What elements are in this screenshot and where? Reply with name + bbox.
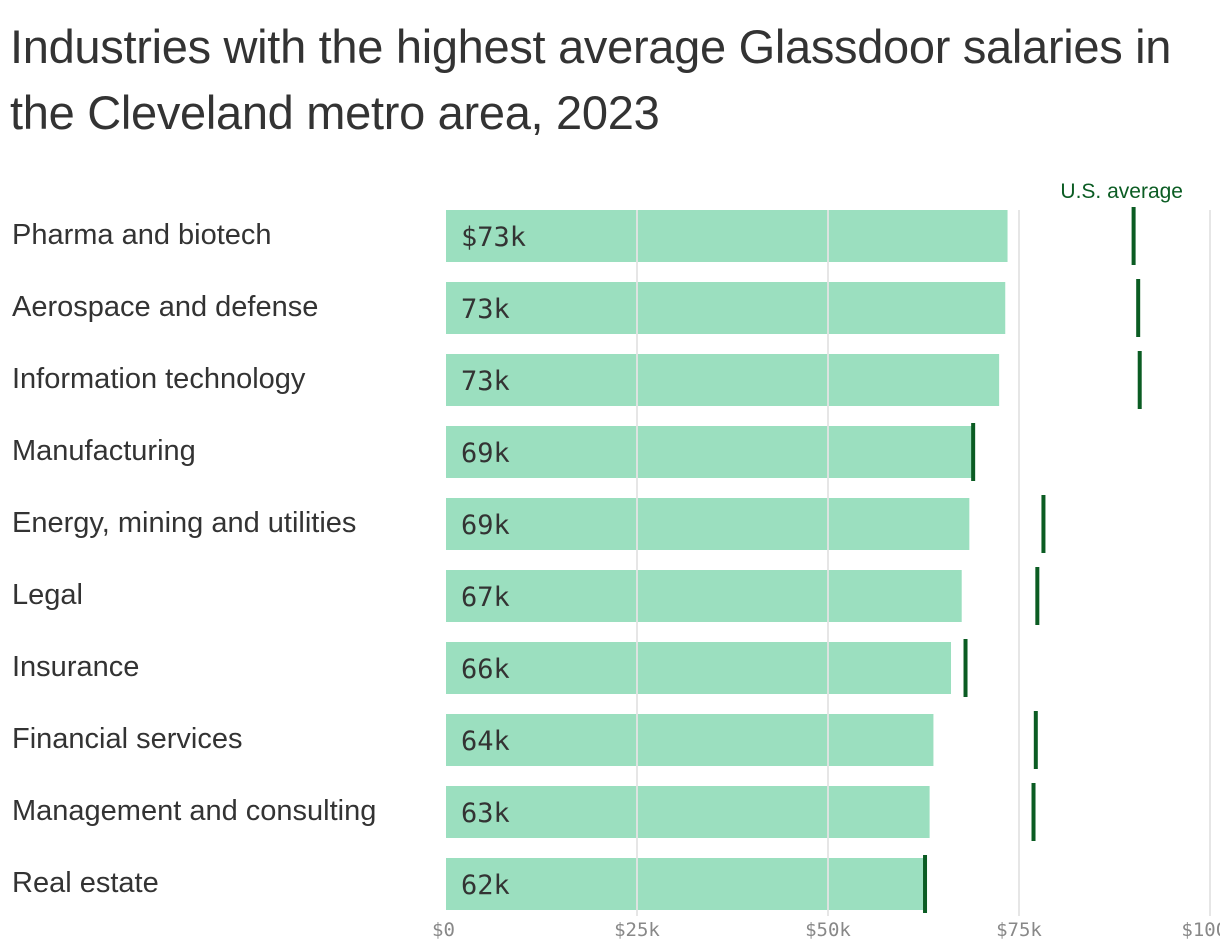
value-label: 73k: [461, 294, 510, 325]
bar: [446, 282, 1006, 334]
value-label: 67k: [461, 582, 510, 613]
value-label: 69k: [461, 438, 510, 469]
x-tick-label: $0: [432, 919, 455, 941]
bar: [446, 786, 930, 838]
category-label: Energy, mining and utilities: [12, 507, 356, 539]
category-label: Insurance: [12, 651, 139, 683]
bar: [446, 210, 1008, 262]
category-label: Information technology: [12, 363, 306, 395]
bar: [446, 714, 934, 766]
x-tick-label: $25k: [614, 919, 660, 941]
value-label: 66k: [461, 654, 510, 685]
value-label: 69k: [461, 510, 510, 541]
value-label: 64k: [461, 726, 510, 757]
x-tick-label: $50k: [805, 919, 851, 941]
category-label: Management and consulting: [12, 795, 376, 827]
value-label: $73k: [461, 222, 526, 253]
bar: [446, 354, 1000, 406]
value-label: 73k: [461, 366, 510, 397]
bar: [446, 426, 972, 478]
value-label: 62k: [461, 870, 510, 901]
category-label: Legal: [12, 579, 83, 611]
category-label: Manufacturing: [12, 435, 196, 467]
category-label: Aerospace and defense: [12, 291, 318, 323]
bar: [446, 498, 970, 550]
x-tick-label: $100k: [1181, 919, 1220, 941]
category-label: Financial services: [12, 723, 242, 755]
bar: [446, 570, 962, 622]
bar: [446, 642, 952, 694]
category-label: Pharma and biotech: [12, 219, 272, 251]
value-label: 63k: [461, 798, 510, 829]
us-average-label: U.S. average: [1060, 180, 1183, 203]
bar: [446, 858, 924, 910]
category-label: Real estate: [12, 867, 159, 899]
x-tick-label: $75k: [996, 919, 1042, 941]
chart-title: Industries with the highest average Glas…: [10, 20, 1172, 139]
